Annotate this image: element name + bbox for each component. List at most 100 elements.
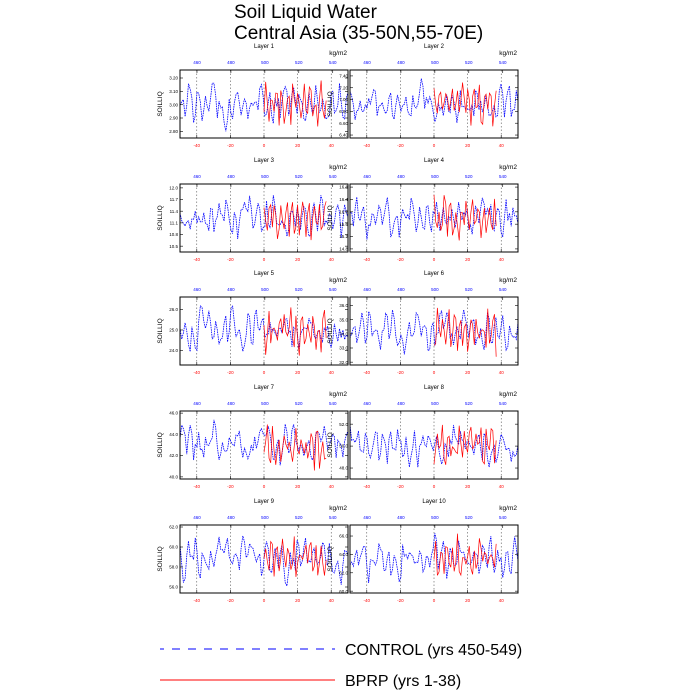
y-tick-label: 10.5 (169, 244, 178, 249)
y-tick-label: 16.0 (339, 209, 348, 214)
y-tick-label: 2.90 (169, 116, 178, 121)
x-top-tick-label: 460 (193, 287, 201, 292)
chart-panel-3: Layer 3 kg/m2 SOILLIQ 10.5 10.8 11.1 11.4 11.7 1… (157, 158, 349, 262)
x-bottom-tick-label: 0 (263, 257, 266, 262)
y-tick-label: 32.0 (339, 360, 348, 365)
chart-panel-7: Layer 7 kg/m2 SOILLIQ 40.0 42.0 44.0 46.0 -40 -2… (157, 385, 349, 489)
y-axis-label: SOILLIQ (157, 91, 164, 116)
x-top-tick-label: 520 (465, 60, 473, 65)
series-bprp-line (433, 307, 497, 357)
legend-bprp-label: BPRP (yrs 1-38) (345, 673, 461, 690)
panel-units: kg/m2 (329, 164, 347, 171)
x-top-tick-label: 520 (295, 60, 303, 65)
legend-control-label: CONTROL (yrs 450-549) (345, 642, 522, 659)
x-top-tick-label: 480 (397, 60, 405, 65)
x-bottom-tick-label: 0 (263, 484, 266, 489)
y-tick-label: 46.0 (169, 411, 178, 416)
y-tick-label: 6.80 (339, 109, 348, 114)
x-bottom-tick-label: 40 (499, 370, 505, 375)
x-top-tick-label: 460 (193, 174, 201, 179)
y-axis-label: SOILLIQ (327, 91, 334, 116)
panel-units: kg/m2 (499, 164, 517, 171)
x-bottom-tick-label: 20 (295, 598, 301, 603)
y-tick-label: 15.2 (339, 234, 348, 239)
series-bprp-line (433, 194, 497, 241)
x-bottom-tick-label: 20 (465, 257, 471, 262)
y-tick-label: 60.0 (169, 545, 178, 550)
x-top-tick-label: 500 (431, 515, 439, 520)
chart-panel-5: Layer 5 kg/m2 SOILLIQ 24.0 25.0 26.0 -40 -20 0 20… (157, 271, 349, 375)
y-tick-label: 3.00 (169, 102, 178, 107)
x-bottom-tick-label: -20 (397, 143, 404, 148)
panel-units: kg/m2 (499, 505, 517, 512)
x-bottom-tick-label: 40 (499, 143, 505, 148)
panel-title: Layer 1 (254, 44, 275, 50)
legend: CONTROL (yrs 450-549) BPRP (yrs 1-38) (160, 642, 522, 690)
y-tick-label: 6.40 (339, 133, 348, 138)
x-bottom-tick-label: 20 (465, 370, 471, 375)
x-bottom-tick-label: 20 (295, 370, 301, 375)
panel-title: Layer 4 (424, 158, 445, 164)
x-top-tick-label: 500 (261, 60, 269, 65)
x-top-tick-label: 540 (329, 60, 337, 65)
x-bottom-tick-label: 20 (465, 143, 471, 148)
chart-panel-4: Layer 4 kg/m2 SOILLIQ 14.8 15.2 15.6 16.0 16.4 1… (327, 158, 519, 262)
x-bottom-tick-label: -40 (364, 484, 371, 489)
x-bottom-tick-label: 0 (433, 484, 436, 489)
chart-panel-9: Layer 9 kg/m2 SOILLIQ 56.0 58.0 60.0 62.0 -40 -2… (157, 499, 349, 603)
series-bprp-line (263, 307, 327, 356)
chart-panel-2: Layer 2 kg/m2 SOILLIQ 6.40 6.60 6.80 7.00 7.20 7… (327, 44, 519, 148)
plot-frame (349, 183, 519, 253)
y-tick-label: 60.0 (339, 589, 348, 594)
panel-title: Layer 7 (254, 385, 275, 391)
x-top-tick-label: 500 (261, 401, 269, 406)
x-top-tick-label: 460 (363, 515, 371, 520)
y-tick-label: 62.0 (169, 525, 178, 530)
series-bprp-line (433, 424, 497, 465)
x-bottom-tick-label: -40 (364, 370, 371, 375)
x-top-tick-label: 460 (363, 287, 371, 292)
y-axis-label: SOILLIQ (157, 432, 164, 457)
y-tick-label: 66.0 (339, 534, 348, 539)
x-bottom-tick-label: -20 (227, 598, 234, 603)
series-bprp-line (433, 82, 497, 127)
series-bprp-line (263, 201, 327, 241)
y-tick-label: 7.20 (339, 85, 348, 90)
x-bottom-tick-label: 40 (329, 370, 335, 375)
y-tick-label: 2.80 (169, 129, 178, 134)
x-top-tick-label: 480 (227, 60, 235, 65)
y-tick-label: 36.0 (339, 303, 348, 308)
panel-units: kg/m2 (329, 391, 347, 398)
panel-title: Layer 6 (424, 271, 445, 277)
panel-title: Layer 5 (254, 271, 275, 277)
panel-units: kg/m2 (329, 277, 347, 284)
x-bottom-tick-label: -40 (194, 257, 201, 262)
y-tick-label: 7.40 (339, 74, 348, 79)
x-top-tick-label: 520 (295, 515, 303, 520)
x-top-tick-label: 500 (261, 515, 269, 520)
series-control-line (179, 419, 349, 466)
y-tick-label: 6.60 (339, 121, 348, 126)
x-bottom-tick-label: 20 (295, 484, 301, 489)
x-top-tick-label: 520 (465, 174, 473, 179)
y-tick-label: 52.0 (339, 422, 348, 427)
panel-units: kg/m2 (499, 277, 517, 284)
plot-frame (349, 410, 519, 480)
x-bottom-tick-label: -20 (397, 484, 404, 489)
x-bottom-tick-label: -40 (194, 143, 201, 148)
x-top-tick-label: 500 (431, 60, 439, 65)
y-tick-label: 16.8 (339, 185, 348, 190)
x-bottom-tick-label: -40 (364, 257, 371, 262)
y-tick-label: 3.20 (169, 76, 178, 81)
y-tick-label: 56.0 (169, 585, 178, 590)
x-top-tick-label: 540 (329, 401, 337, 406)
x-top-tick-label: 500 (431, 174, 439, 179)
x-bottom-tick-label: -20 (397, 598, 404, 603)
y-tick-label: 3.10 (169, 89, 178, 94)
x-bottom-tick-label: 0 (263, 370, 266, 375)
series-bprp-line (263, 536, 327, 577)
x-bottom-tick-label: -20 (227, 370, 234, 375)
x-bottom-tick-label: -40 (364, 598, 371, 603)
y-tick-label: 7.00 (339, 97, 348, 102)
series-control-line (179, 195, 349, 240)
